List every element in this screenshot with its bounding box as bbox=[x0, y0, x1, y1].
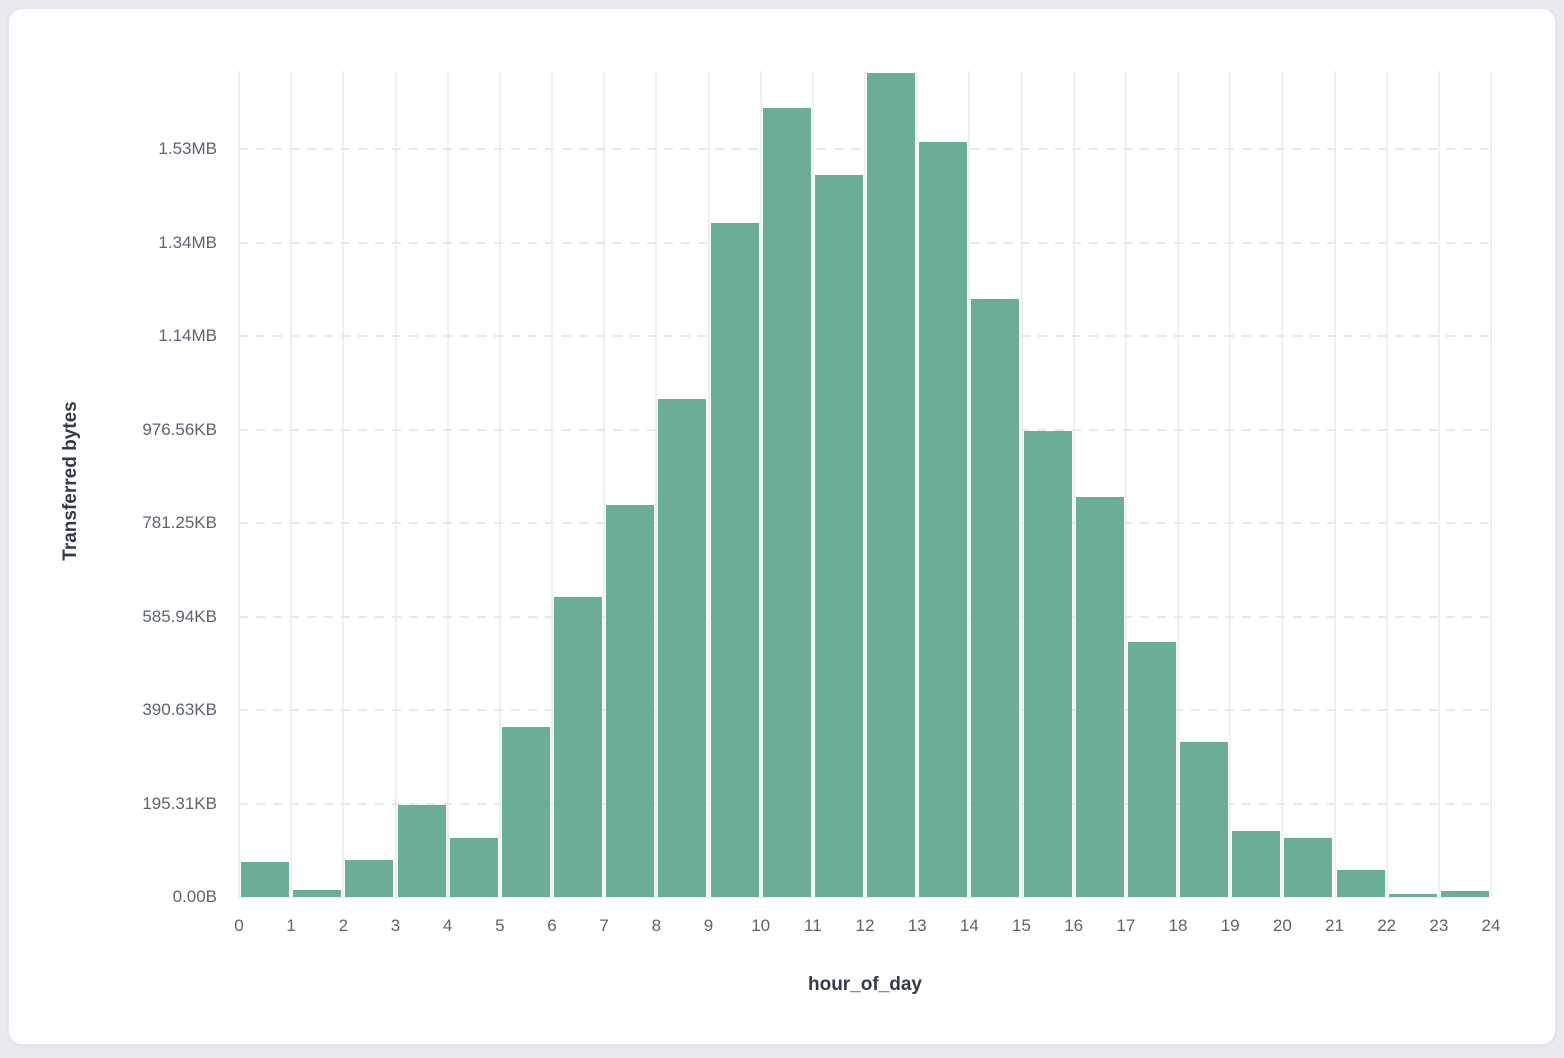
vertical-gridline-24 bbox=[1490, 71, 1492, 897]
x-tick-label-6: 6 bbox=[547, 916, 557, 935]
x-axis-baseline bbox=[239, 897, 1491, 898]
bar-hour-22[interactable] bbox=[1388, 894, 1437, 897]
bar-hour-12[interactable] bbox=[867, 72, 916, 897]
bar-hour-6[interactable] bbox=[554, 596, 603, 897]
vertical-gridline-3 bbox=[394, 71, 397, 897]
bar-hour-15[interactable] bbox=[1023, 430, 1072, 897]
vertical-gridline-7 bbox=[603, 71, 606, 897]
vertical-gridline-21 bbox=[1333, 71, 1336, 897]
y-tick-label-1.53MB: 1.53MB bbox=[158, 139, 217, 159]
x-tick-label-10: 10 bbox=[751, 916, 771, 935]
y-tick-label-195.31KB: 195.31KB bbox=[142, 793, 217, 813]
horizontal-gridline-195.31KB bbox=[239, 802, 1491, 805]
vertical-gridline-2 bbox=[342, 71, 345, 897]
vertical-gridline-1 bbox=[290, 71, 293, 897]
bar-hour-9[interactable] bbox=[710, 222, 759, 897]
y-tick-label-781.25KB: 781.25KB bbox=[142, 513, 217, 533]
x-tick-label-14: 14 bbox=[959, 916, 979, 935]
y-tick-label-1.14MB: 1.14MB bbox=[158, 326, 217, 346]
y-tick-label-0.00B: 0.00B bbox=[172, 887, 217, 906]
vertical-gridline-0 bbox=[238, 71, 240, 897]
vertical-gridline-12 bbox=[864, 71, 866, 897]
plot-area bbox=[238, 71, 1492, 898]
x-tick-label-7: 7 bbox=[599, 916, 609, 935]
x-tick-label-22: 22 bbox=[1377, 916, 1397, 935]
horizontal-gridline-390.63KB bbox=[239, 709, 1491, 712]
x-tick-label-9: 9 bbox=[703, 916, 714, 935]
chart-card: Transferred bytes 0.00B 195.31KB 390.63KB 5… bbox=[8, 8, 1556, 1045]
x-tick-label-8: 8 bbox=[651, 916, 662, 935]
x-tick-label-19: 19 bbox=[1220, 916, 1240, 935]
x-tick-label-16: 16 bbox=[1064, 916, 1084, 935]
x-tick-label-1: 1 bbox=[286, 916, 296, 935]
bar-hour-10[interactable] bbox=[762, 107, 811, 897]
bar-hour-4[interactable] bbox=[449, 838, 498, 897]
vertical-gridline-20 bbox=[1281, 71, 1284, 897]
horizontal-gridline-1.34MB bbox=[239, 241, 1491, 244]
vertical-gridline-11 bbox=[811, 71, 814, 897]
vertical-gridline-23 bbox=[1437, 71, 1440, 897]
x-tick-label-15: 15 bbox=[1012, 916, 1031, 935]
bar-hour-1[interactable] bbox=[293, 889, 342, 897]
x-tick-label-4: 4 bbox=[442, 916, 453, 935]
y-tick-label-1.34MB: 1.34MB bbox=[158, 232, 217, 252]
bar-hour-11[interactable] bbox=[814, 174, 863, 897]
x-axis-title: hour_of_day bbox=[807, 974, 923, 995]
x-tick-label-20: 20 bbox=[1272, 916, 1292, 935]
vertical-gridline-22 bbox=[1385, 71, 1388, 897]
vertical-gridline-16 bbox=[1072, 71, 1075, 897]
horizontal-gridline-976.56KB bbox=[239, 428, 1491, 431]
bar-hour-21[interactable] bbox=[1336, 870, 1385, 897]
bar-hour-5[interactable] bbox=[501, 726, 550, 897]
vertical-gridline-9 bbox=[707, 71, 710, 897]
y-tick-label-976.56KB: 976.56KB bbox=[142, 419, 217, 439]
x-tick-label-12: 12 bbox=[855, 916, 875, 935]
bar-hour-13[interactable] bbox=[919, 142, 968, 897]
bar-hour-19[interactable] bbox=[1232, 831, 1281, 897]
x-tick-label-23: 23 bbox=[1429, 916, 1449, 935]
bar-hour-14[interactable] bbox=[971, 298, 1020, 897]
x-tick-label-17: 17 bbox=[1116, 916, 1136, 935]
vertical-gridline-5 bbox=[498, 71, 501, 897]
x-tick-label-13: 13 bbox=[907, 916, 927, 935]
x-tick-label-11: 11 bbox=[804, 916, 822, 935]
bar-hour-8[interactable] bbox=[658, 398, 707, 897]
x-tick-label-21: 21 bbox=[1325, 916, 1344, 935]
vertical-gridline-19 bbox=[1229, 71, 1232, 897]
vertical-gridline-15 bbox=[1020, 71, 1023, 897]
vertical-gridline-4 bbox=[446, 71, 449, 897]
y-tick-label-585.94KB: 585.94KB bbox=[142, 606, 217, 626]
vertical-gridline-8 bbox=[655, 71, 658, 897]
bar-hour-7[interactable] bbox=[606, 504, 655, 897]
bar-hour-17[interactable] bbox=[1127, 641, 1176, 897]
vertical-gridline-13 bbox=[916, 71, 919, 897]
vertical-gridline-18 bbox=[1177, 71, 1179, 897]
x-tick-label-24: 24 bbox=[1481, 916, 1501, 935]
bar-hour-2[interactable] bbox=[345, 860, 394, 897]
horizontal-gridline-781.25KB bbox=[239, 522, 1491, 525]
bar-hour-16[interactable] bbox=[1075, 496, 1124, 897]
x-tick-label-0: 0 bbox=[234, 916, 244, 935]
bar-hour-23[interactable] bbox=[1440, 890, 1489, 897]
bar-hour-3[interactable] bbox=[397, 804, 446, 897]
horizontal-gridline-1.14MB bbox=[239, 335, 1491, 338]
x-tick-label-5: 5 bbox=[495, 916, 505, 935]
x-tick-label-18: 18 bbox=[1168, 916, 1188, 935]
vertical-gridline-14 bbox=[968, 71, 971, 897]
vertical-gridline-10 bbox=[759, 71, 762, 897]
x-tick-label-2: 2 bbox=[338, 916, 349, 935]
vertical-gridline-6 bbox=[551, 71, 553, 897]
bar-hour-0[interactable] bbox=[241, 861, 290, 897]
horizontal-gridline-1.53MB bbox=[239, 148, 1491, 151]
bar-hour-18[interactable] bbox=[1180, 741, 1229, 897]
bar-hour-20[interactable] bbox=[1284, 837, 1333, 897]
x-tick-label-3: 3 bbox=[390, 916, 401, 935]
horizontal-gridline-585.94KB bbox=[239, 615, 1491, 618]
y-tick-label-390.63KB: 390.63KB bbox=[142, 700, 217, 720]
vertical-gridline-17 bbox=[1124, 71, 1127, 897]
